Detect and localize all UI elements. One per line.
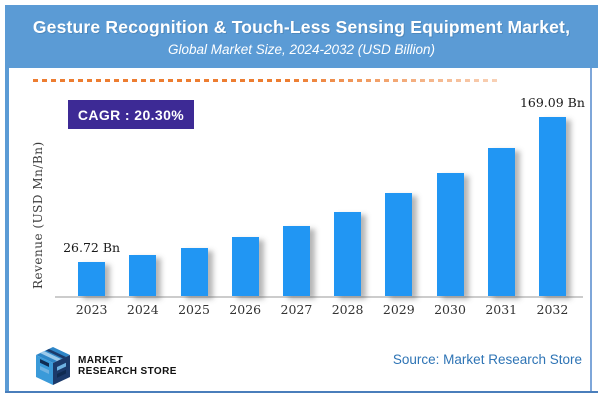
year-label-2027: 2027	[280, 302, 313, 317]
bar-columns: 26.72 Bn 2023 2024 2025 2026 2027 2028 2029 2030…	[63, 95, 585, 317]
year-label-2031: 2031	[485, 302, 518, 317]
bar-2024	[129, 255, 157, 296]
bar-2025	[180, 248, 208, 296]
source-text: Source: Market Research Store	[392, 352, 582, 367]
year-label-2029: 2029	[382, 302, 415, 317]
mrs-logo-icon	[36, 347, 70, 385]
year-label-2024: 2024	[126, 302, 159, 317]
bar-2032	[538, 117, 566, 296]
year-label-2030: 2030	[434, 302, 466, 317]
dashed-divider	[33, 79, 500, 82]
page-title: Gesture Recognition & Touch-Less Sensing…	[32, 16, 571, 37]
bar-column-2031: 2031	[476, 118, 527, 317]
bar-chart: 26.72 Bn 2023 2024 2025 2026 2027 2028 2029 2030…	[55, 95, 585, 317]
logo: MARKET RESEARCH STORE	[35, 346, 177, 386]
year-label-2032: 2032	[536, 302, 569, 317]
page-subtitle: Global Market Size, 2024-2032 (USD Billi…	[167, 41, 436, 57]
bar-value-label-2023: 26.72 Bn	[63, 240, 121, 255]
bar-2023	[78, 262, 106, 296]
logo-text-line1: MARKET	[78, 355, 124, 366]
bar-column-2023: 26.72 Bn 2023	[63, 118, 121, 317]
bar-2030	[436, 173, 464, 296]
year-label-2028: 2028	[331, 302, 364, 317]
year-label-2025: 2025	[178, 302, 210, 317]
bar-2027	[282, 226, 310, 296]
bar-column-2024: 2024	[117, 118, 168, 317]
cagr-badge: CAGR : 20.30%	[68, 100, 194, 129]
logo-text-line2: RESEARCH STORE	[78, 366, 177, 377]
bar-2031	[487, 148, 515, 296]
bar-value-label-2032: 169.09 Bn	[519, 95, 585, 110]
bar-2029	[385, 193, 413, 296]
bar-2028	[334, 212, 362, 296]
bar-column-2032: 169.09 Bn 2032	[520, 95, 585, 317]
y-axis-label: Revenue (USD Mn/Bn)	[31, 141, 45, 289]
year-label-2023: 2023	[75, 302, 108, 317]
bar-2026	[231, 237, 259, 296]
bar-column-2028: 2028	[322, 118, 373, 317]
bar-column-2027: 2027	[271, 118, 322, 317]
header-banner: Gesture Recognition & Touch-Less Sensing…	[5, 5, 598, 68]
bar-column-2029: 2029	[373, 118, 424, 317]
chart-card: Gesture Recognition & Touch-Less Sensing…	[5, 5, 598, 393]
content-area: CAGR : 20.30% Revenue (USD Mn/Bn) 26.72 …	[5, 68, 592, 391]
bar-column-2025: 2025	[168, 118, 219, 317]
bar-column-2026: 2026	[220, 118, 271, 317]
bar-column-2030: 2030	[424, 118, 475, 317]
logo-text: MARKET RESEARCH STORE	[78, 355, 177, 377]
year-label-2026: 2026	[229, 302, 262, 317]
